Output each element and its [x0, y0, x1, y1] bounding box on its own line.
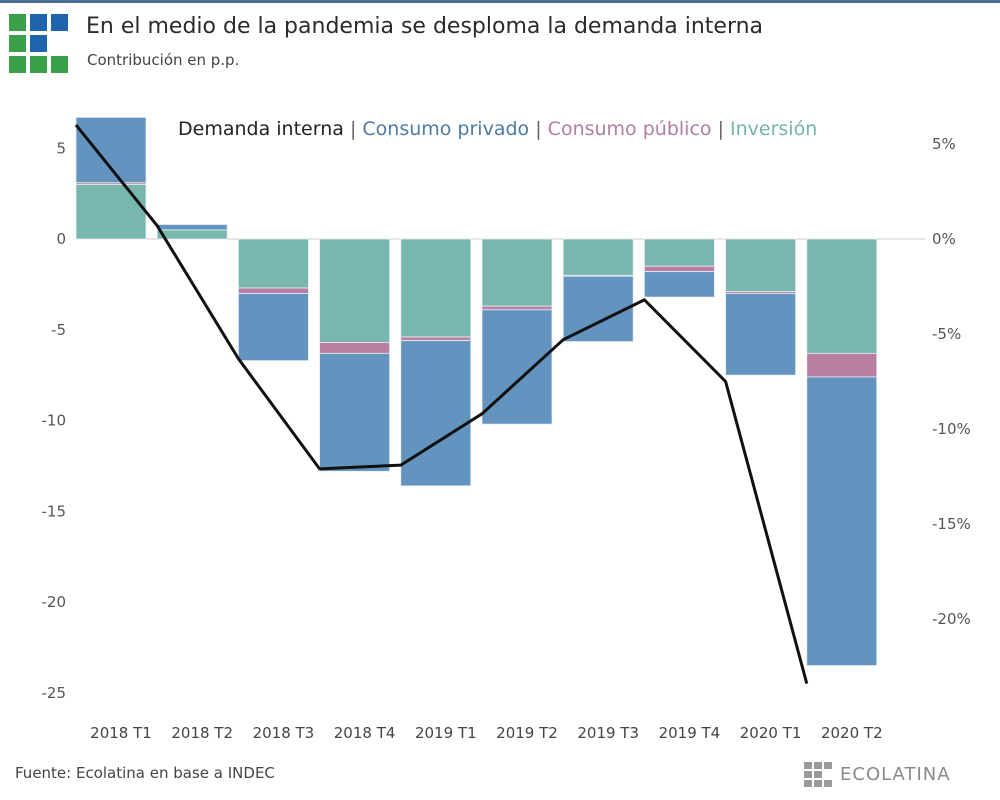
x-tick-label: 2020 T1 [740, 724, 802, 742]
right-tick-label: -20% [932, 610, 971, 628]
legend-separator: | [349, 118, 357, 140]
bar-consumo-privado [400, 340, 472, 487]
brand-grid-icon [804, 762, 832, 788]
x-tick-label: 2018 T3 [253, 724, 315, 742]
bar-consumo-privado [644, 271, 715, 298]
x-tick-label: 2019 T1 [415, 724, 477, 742]
bar-inversion [806, 238, 878, 354]
bar-consumo-privado [562, 275, 634, 342]
bar-consumo-privado [156, 224, 228, 231]
bar-consumo-privado [319, 352, 391, 472]
right-tick-label: -10% [932, 420, 971, 438]
bar-inversion [237, 238, 309, 289]
bar-inversion [400, 238, 472, 338]
bar-inversion [319, 238, 391, 343]
bar-inversion [75, 184, 147, 240]
bar-inversion [644, 238, 715, 267]
source-note: Fuente: Ecolatina en base a INDEC [15, 764, 275, 782]
line-demanda-interna [74, 124, 809, 684]
left-tick-label: -25 [42, 684, 67, 702]
bar-consumo-privado [237, 293, 309, 362]
bar-inversion [156, 229, 228, 240]
chart-subtitle: Contribución en p.p. [87, 51, 240, 69]
legend: Demanda interna | Consumo privado | Cons… [178, 118, 817, 140]
bar-consumo-publico [237, 287, 309, 294]
x-tick-label: 2018 T1 [90, 724, 152, 742]
brand-name: ECOLATINA [840, 764, 951, 785]
legend-separator: | [535, 118, 542, 140]
left-tick-label: -15 [42, 502, 67, 520]
bar-consumo-privado [725, 293, 796, 376]
left-tick-label: -20 [42, 593, 67, 611]
bar-consumo-privado [806, 376, 878, 666]
x-tick-label: 2018 T2 [171, 724, 233, 742]
x-tick-label: 2019 T3 [577, 724, 639, 742]
x-tick-label: 2020 T2 [821, 724, 883, 742]
bar-inversion [481, 238, 553, 307]
ecolatina-logo-icon [9, 14, 71, 76]
bar-consumo-privado [481, 309, 553, 425]
legend-demanda-interna: Demanda interna [178, 118, 344, 140]
left-tick-label: -10 [42, 412, 67, 430]
legend-consumo-publico: Consumo público [547, 118, 712, 140]
x-tick-label: 2019 T2 [496, 724, 558, 742]
bar-inversion [562, 238, 634, 276]
bar-consumo-publico [319, 342, 391, 354]
right-tick-label: 0% [932, 230, 956, 248]
left-tick-label: -5 [51, 321, 66, 339]
bars-group [75, 116, 878, 666]
x-axis: 2018 T1 2018 T2 2018 T3 2018 T4 2019 T1 2019 … [90, 724, 882, 742]
chart-title: En el medio de la pandemia se desploma l… [86, 14, 764, 39]
x-tick-label: 2018 T4 [334, 724, 396, 742]
bar-consumo-publico [806, 352, 878, 378]
left-tick-label: 5 [56, 139, 66, 157]
bar-consumo-publico [644, 265, 715, 273]
bar-consumo-publico [481, 305, 553, 311]
left-tick-label: 0 [56, 230, 66, 248]
top-accent-bar [0, 0, 1000, 3]
bar-inversion [725, 238, 796, 293]
bar-consumo-privado [75, 116, 147, 184]
right-tick-label: -5% [932, 325, 961, 343]
right-axis: 5% 0% -5% -10% -15% -20% [932, 135, 971, 628]
legend-consumo-privado: Consumo privado [362, 118, 530, 140]
right-tick-label: 5% [932, 135, 956, 153]
left-axis: 5 0 -5 -10 -15 -20 -25 [42, 139, 67, 702]
x-tick-label: 2019 T4 [659, 724, 721, 742]
right-tick-label: -15% [932, 515, 971, 533]
legend-inversion: Inversión [730, 118, 818, 140]
legend-separator: | [717, 118, 724, 140]
bar-consumo-publico [400, 336, 472, 342]
